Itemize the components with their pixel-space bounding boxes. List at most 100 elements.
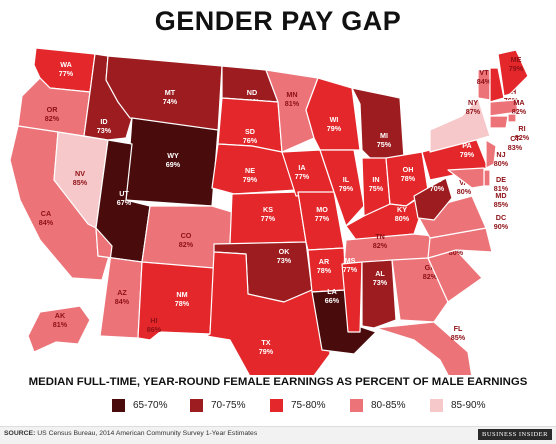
state-il — [319, 149, 365, 227]
state-value-vt: 84% — [477, 77, 492, 86]
state-value-mo: 77% — [315, 214, 330, 223]
state-label-al: AL — [375, 269, 385, 278]
state-nh — [489, 67, 505, 103]
state-label-az: AZ — [117, 288, 127, 297]
state-value-mi: 75% — [377, 140, 392, 149]
state-label-pa: PA — [462, 141, 471, 150]
state-value-al: 73% — [373, 278, 388, 287]
state-ms — [341, 261, 363, 333]
state-label-oh: OH — [403, 165, 414, 174]
state-ak — [27, 305, 91, 353]
legend-label: 70-75% — [211, 399, 246, 411]
state-ny — [429, 97, 491, 153]
state-value-az: 84% — [115, 297, 130, 306]
state-ct — [489, 115, 509, 129]
state-tx — [205, 251, 331, 375]
state-value-ct: 83% — [508, 143, 523, 152]
state-value-ma: 82% — [512, 107, 527, 116]
state-value-me: 79% — [509, 64, 524, 73]
state-md — [447, 167, 485, 189]
state-value-ar: 78% — [317, 266, 332, 275]
state-value-ut: 67% — [117, 198, 132, 207]
legend-item: 65-70% — [112, 398, 167, 412]
state-nj — [485, 139, 497, 169]
state-value-ri: 82% — [515, 133, 530, 142]
source-note: SOURCE: US Census Bureau, 2014 American … — [4, 430, 257, 437]
state-label-ar: AR — [319, 257, 330, 266]
state-label-nd: ND — [247, 88, 257, 97]
state-label-de: DE — [496, 175, 506, 184]
state-label-ak: AK — [55, 311, 66, 320]
legend-swatch — [430, 398, 443, 412]
state-value-id: 73% — [97, 126, 112, 135]
state-label-vt: VT — [479, 68, 489, 77]
state-value-dc: 90% — [494, 222, 509, 231]
state-label-or: OR — [47, 105, 59, 114]
state-label-ks: KS — [263, 205, 273, 214]
state-label-ia: IA — [298, 163, 305, 172]
legend-item: 85-90% — [430, 398, 485, 412]
state-value-wa: 77% — [59, 69, 74, 78]
state-label-ny: NY — [468, 98, 478, 107]
legend-swatch — [270, 398, 283, 412]
state-label-mi: MI — [380, 131, 388, 140]
state-value-wy: 69% — [166, 160, 181, 169]
legend-label: 65-70% — [133, 399, 168, 411]
legend-item: 80-85% — [350, 398, 405, 412]
state-ma — [489, 99, 519, 117]
state-value-ak: 81% — [53, 320, 68, 329]
legend-swatch — [112, 398, 125, 412]
state-value-oh: 78% — [401, 174, 416, 183]
state-label-il: IL — [343, 175, 350, 184]
state-value-hi: 86% — [147, 325, 162, 334]
map-subtitle: MEDIAN FULL-TIME, YEAR-ROUND FEMALE EARN… — [28, 376, 528, 388]
state-label-ca: CA — [41, 209, 51, 218]
state-value-nv: 85% — [73, 178, 88, 187]
state-value-md: 85% — [494, 200, 509, 209]
state-label-co: CO — [181, 231, 192, 240]
state-label-sd: SD — [245, 127, 255, 136]
state-label-me: ME — [511, 55, 522, 64]
state-value-sc: 80% — [449, 248, 464, 257]
state-value-in: 75% — [369, 184, 384, 193]
state-label-ut: UT — [119, 189, 129, 198]
state-value-pa: 79% — [460, 150, 475, 159]
brand-logo: BUSINESS INSIDER — [478, 429, 552, 440]
state-label-dc: DC — [496, 213, 506, 222]
legend-item: 75-80% — [270, 398, 325, 412]
state-value-ky: 80% — [395, 214, 410, 223]
state-label-wa: WA — [60, 60, 72, 69]
state-value-la: 66% — [325, 296, 340, 305]
state-me — [497, 49, 529, 97]
footer: SOURCE: US Census Bureau, 2014 American … — [0, 426, 556, 444]
state-value-nj: 80% — [494, 159, 509, 168]
state-label-ri: RI — [518, 124, 525, 133]
state-label-ne: NE — [245, 166, 255, 175]
state-value-sd: 76% — [243, 136, 258, 145]
state-label-in: IN — [372, 175, 379, 184]
state-wv — [413, 177, 453, 221]
state-value-mt: 74% — [163, 97, 178, 106]
state-value-wi: 79% — [327, 124, 342, 133]
state-label-mo: MO — [316, 205, 328, 214]
state-value-ne: 79% — [243, 175, 258, 184]
state-value-il: 79% — [339, 184, 354, 193]
state-label-ms: MS — [345, 256, 356, 265]
state-value-ok: 73% — [277, 256, 292, 265]
state-label-nv: NV — [75, 169, 85, 178]
legend-item: 70-75% — [190, 398, 245, 412]
state-label-ma: MA — [513, 98, 524, 107]
state-label-nm: NM — [176, 290, 187, 299]
source-label: SOURCE: — [4, 430, 36, 437]
state-label-ct: CT — [510, 134, 520, 143]
state-label-la: LA — [327, 287, 337, 296]
state-label-mn: MN — [286, 90, 297, 99]
state-value-ny: 87% — [466, 107, 481, 116]
state-ri — [507, 113, 517, 123]
state-value-or: 82% — [45, 114, 60, 123]
state-label-wv: WV — [431, 175, 443, 184]
state-value-ks: 77% — [261, 214, 276, 223]
state-label-ky: KY — [397, 205, 407, 214]
legend-swatch — [190, 398, 203, 412]
legend-swatch — [350, 398, 363, 412]
